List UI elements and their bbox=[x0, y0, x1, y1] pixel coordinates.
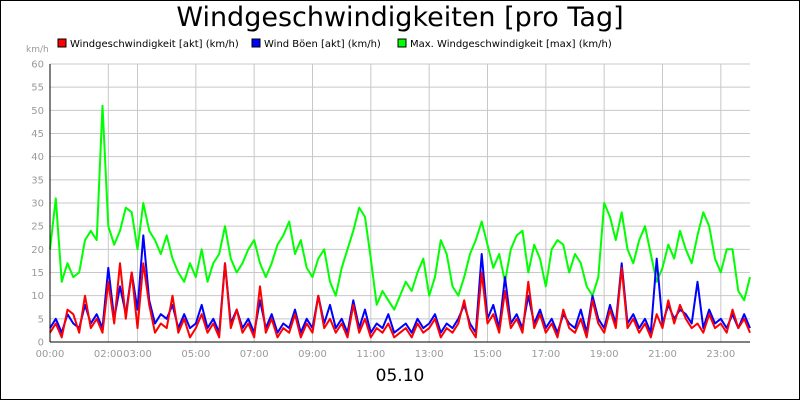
legend-label: Windgeschwindigkeit [akt] (km/h) bbox=[70, 39, 239, 50]
y-tick-label: 50 bbox=[31, 106, 44, 117]
x-tick-label: 13:00 bbox=[415, 349, 444, 360]
x-tick-label: 00:00 bbox=[36, 349, 65, 360]
x-tick-label: 02:00 bbox=[94, 349, 123, 360]
x-tick-label: 17:00 bbox=[531, 349, 560, 360]
y-tick-label: 55 bbox=[31, 83, 44, 94]
y-tick-label: 60 bbox=[31, 60, 44, 71]
x-tick-label: 11:00 bbox=[356, 349, 385, 360]
series-line-max-wind-speed bbox=[49, 104, 751, 311]
x-tick-label: 07:00 bbox=[240, 349, 269, 360]
legend-swatch bbox=[251, 38, 261, 48]
x-tick-label: 21:00 bbox=[648, 349, 677, 360]
y-tick-label: 0 bbox=[38, 338, 44, 349]
x-tick-label: 09:00 bbox=[298, 349, 327, 360]
y-tick-label: 15 bbox=[31, 268, 44, 279]
y-tick-label: 10 bbox=[31, 291, 44, 302]
y-tick-label: 35 bbox=[31, 175, 44, 186]
chart-title: Windgeschwindigkeiten [pro Tag] bbox=[176, 2, 624, 33]
legend-label: Max. Windgeschwindigkeit [max] (km/h) bbox=[410, 39, 612, 50]
y-tick-label: 25 bbox=[31, 222, 44, 233]
legend-swatch bbox=[57, 38, 67, 48]
x-axis-label: 05.10 bbox=[375, 366, 425, 386]
series-line-wind-speed bbox=[49, 262, 751, 339]
y-tick-label: 5 bbox=[38, 314, 44, 325]
legend-label: Wind Böen [akt] (km/h) bbox=[264, 39, 381, 50]
y-axis-unit-label: km/h bbox=[26, 45, 49, 55]
y-tick-label: 20 bbox=[31, 245, 44, 256]
x-tick-label: 19:00 bbox=[590, 349, 619, 360]
x-tick-label: 23:00 bbox=[706, 349, 735, 360]
y-tick-label: 40 bbox=[31, 152, 44, 163]
y-tick-label: 45 bbox=[31, 129, 44, 140]
x-tick-label: 05:00 bbox=[181, 349, 210, 360]
y-tick-label: 30 bbox=[31, 199, 44, 210]
x-tick-label: 03:00 bbox=[123, 349, 152, 360]
series-line-wind-gusts bbox=[49, 234, 751, 334]
legend-swatch bbox=[397, 38, 407, 48]
x-tick-label: 15:00 bbox=[473, 349, 502, 360]
